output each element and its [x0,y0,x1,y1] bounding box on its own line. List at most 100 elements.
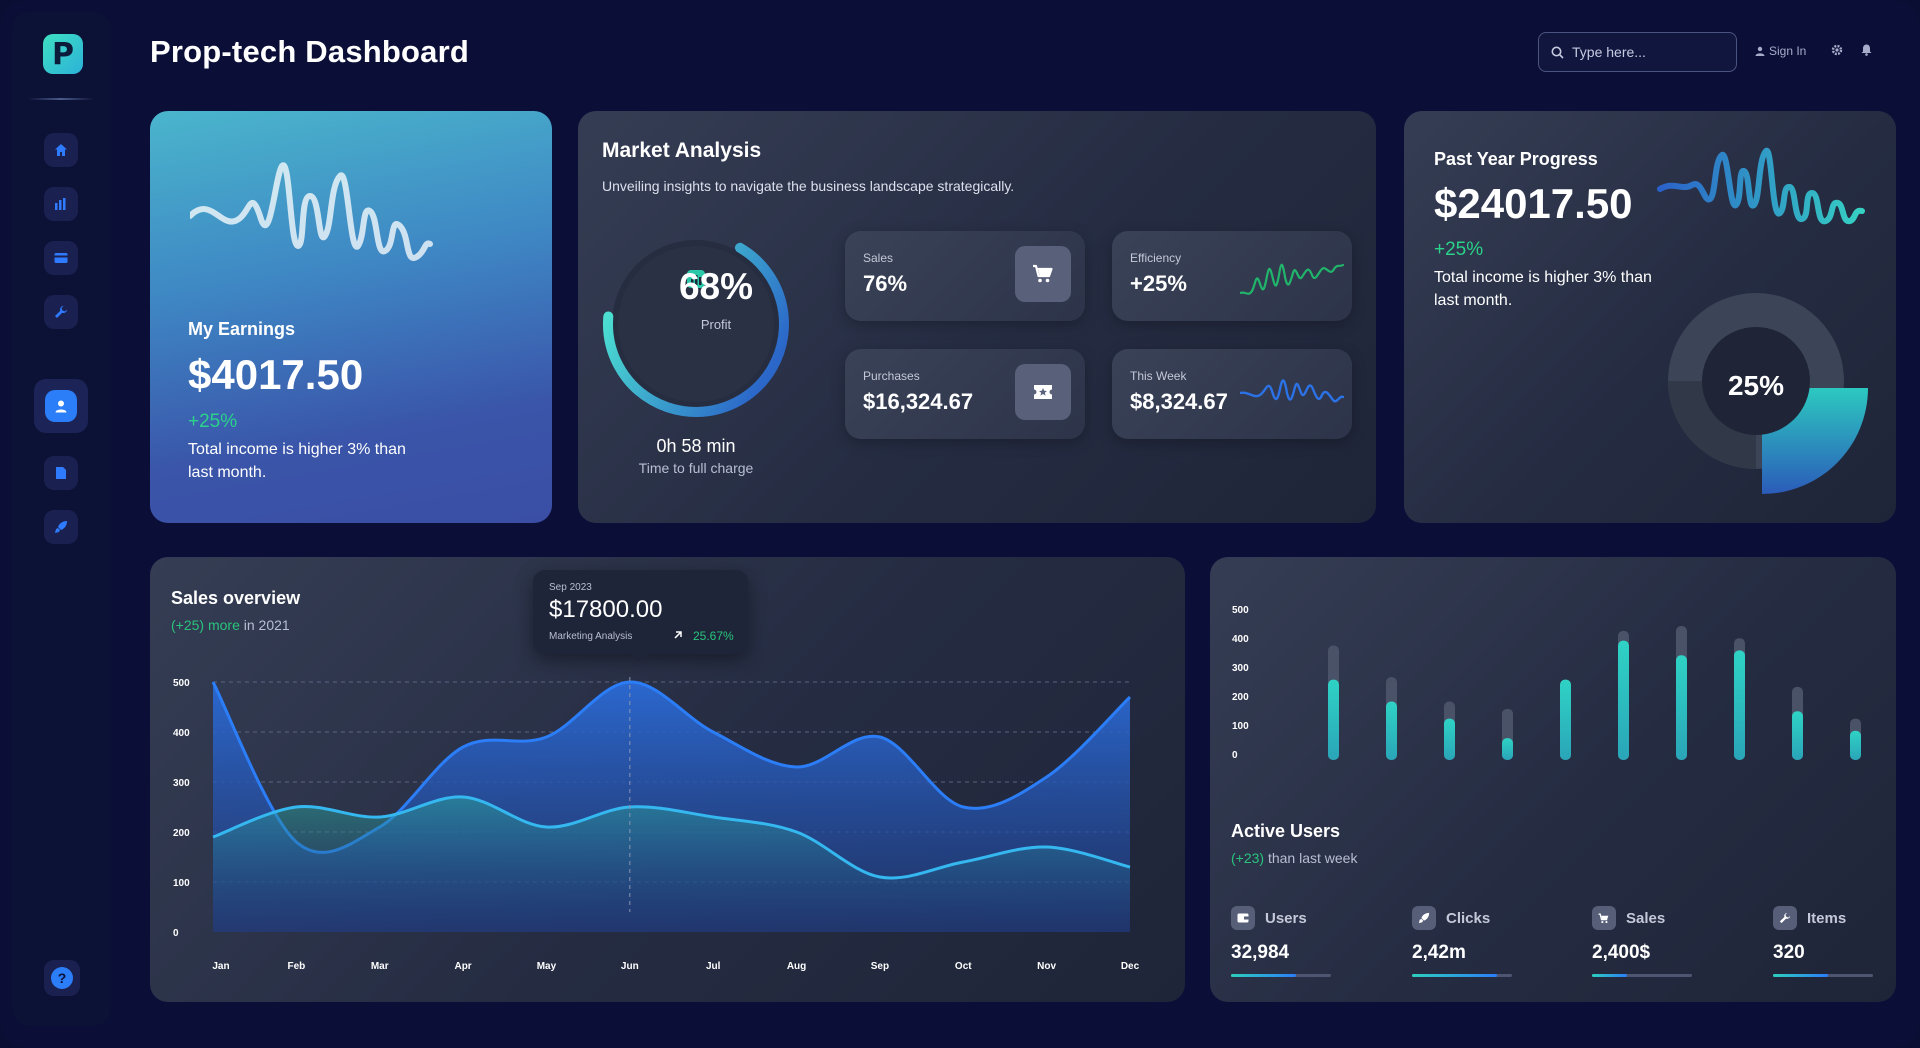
sales-x-tick: Oct [955,961,972,972]
efficiency-tile[interactable]: Efficiency +25% [1112,231,1352,321]
earnings-change: +25% [188,411,238,432]
stat-items: Items 320 [1773,906,1883,977]
sidebar-item-tools[interactable] [44,295,78,329]
sales-x-tick: Aug [787,961,806,972]
gauge-arc [603,231,789,417]
efficiency-sparkline [1240,263,1344,295]
sidebar-item-home[interactable] [44,133,78,167]
stat-items-progress [1773,974,1873,977]
sidebar-item-billing[interactable] [44,241,78,275]
sales-tile[interactable]: Sales 76% [845,231,1085,321]
earnings-card: My Earnings $4017.50 +25% Total income i… [150,111,552,523]
help-icon: ? [51,967,73,989]
sales-x-tick: Nov [1037,961,1056,972]
past-year-note-line1: Total income is higher 3% than [1434,269,1652,286]
sales-x-tick: Apr [454,961,471,972]
sales-x-tick: Feb [287,961,305,972]
users-bar [1560,679,1571,760]
tooltip-date: Sep 2023 [549,582,592,593]
active-users-suffix: than last week [1267,850,1358,866]
this-week-tile-value: $8,324.67 [1130,389,1228,414]
users-bar [1792,711,1803,760]
users-y-tick: 400 [1232,634,1249,645]
search-input[interactable] [1572,44,1722,60]
arrow-up-right-icon [674,631,682,639]
tooltip-value: $17800.00 [549,596,663,623]
user-icon [1755,46,1765,56]
sales-x-tick: Jan [212,961,229,972]
notifications-button[interactable] [1861,44,1872,59]
sidebar-item-launch[interactable] [44,510,78,544]
users-y-tick: 300 [1232,663,1249,674]
help-button[interactable]: ? [44,960,80,996]
home-icon [55,144,67,156]
user-icon [55,400,67,413]
charge-time: 0h 58 min [656,436,736,456]
sales-y-tick: 300 [173,778,190,789]
chart-icon [55,198,66,210]
sales-y-tick: 200 [173,828,190,839]
stat-clicks: Clicks 2,42m [1412,906,1522,977]
this-week-tile[interactable]: This Week $8,324.67 [1112,349,1352,439]
rocket-icon [55,521,67,533]
active-users-chart: 0 100 200 300 400 500 [1232,605,1861,761]
sales-series-2-line [212,795,1131,880]
market-subtitle: Unveiling insights to navigate the busin… [602,178,1015,194]
stat-sales-value: 2,400$ [1592,942,1651,963]
efficiency-tile-label: Efficiency [1130,251,1182,265]
ticket-icon [1034,385,1052,399]
stat-items-label: Items [1807,909,1847,927]
rocket-icon [1412,906,1436,930]
market-analysis-card: Market Analysis Unveiling insights to na… [578,111,1376,523]
users-bar [1386,701,1397,760]
sales-tile-label: Sales [863,251,894,265]
sidebar-item-documents[interactable] [44,456,78,490]
users-bar [1618,640,1629,760]
sidebar-item-profile[interactable] [34,379,88,433]
this-week-tile-label: This Week [1130,369,1187,383]
settings-button[interactable] [1831,44,1843,59]
sidebar-divider [28,98,94,100]
stat-clicks-value: 2,42m [1412,942,1466,963]
sign-in-link[interactable]: Sign In [1755,44,1806,58]
app-logo[interactable]: P [43,34,83,74]
stat-users-progress-fill [1231,974,1296,977]
cart-icon [1033,264,1053,283]
sidebar-item-charts[interactable] [44,187,78,221]
sales-x-tick: Sep [871,961,889,972]
sales-x-tick: Jun [621,961,639,972]
tooltip-pct: 25.67% [693,629,734,643]
sign-in-label: Sign In [1769,44,1807,58]
progress-donut [1668,293,1868,494]
search-box[interactable] [1538,32,1737,72]
stat-clicks-progress-fill [1412,974,1497,977]
stat-users-label: Users [1265,909,1307,927]
users-bar [1734,650,1745,760]
purchases-tile[interactable]: Purchases $16,324.67 [845,349,1085,439]
users-y-tick: 200 [1232,692,1249,703]
sales-y-tick: 500 [173,678,190,689]
profit-chart-icon [687,270,705,288]
past-year-note-line2: last month. [1434,292,1513,309]
users-bar [1850,730,1861,760]
users-bar [1444,718,1455,760]
sales-overview-year: in 2021 [243,617,290,633]
earnings-note-line2: last month. [188,464,267,481]
cart-icon [1592,906,1616,930]
stat-items-progress-fill [1773,974,1828,977]
purchases-tile-value: $16,324.67 [863,389,974,414]
cart-button[interactable] [1015,246,1071,302]
sales-overview-chart: 0 100 200 300 400 500 Jan Feb Mar Apr May Jun Jul Aug… [173,677,1140,972]
stat-items-value: 320 [1773,942,1805,963]
stat-sales: Sales 2,400$ [1592,906,1702,977]
document-icon [56,467,66,479]
earnings-wave-graphic [190,162,433,261]
efficiency-tile-value: +25% [1130,271,1187,296]
stat-clicks-label: Clicks [1446,909,1491,927]
stat-users: Users 32,984 [1231,906,1341,977]
tooltip-label: Marketing Analysis [549,631,633,642]
credit-card-icon [54,253,68,263]
ticket-button[interactable] [1015,364,1071,420]
sales-x-tick: Mar [371,961,389,972]
past-year-wave-graphic [1657,147,1865,225]
